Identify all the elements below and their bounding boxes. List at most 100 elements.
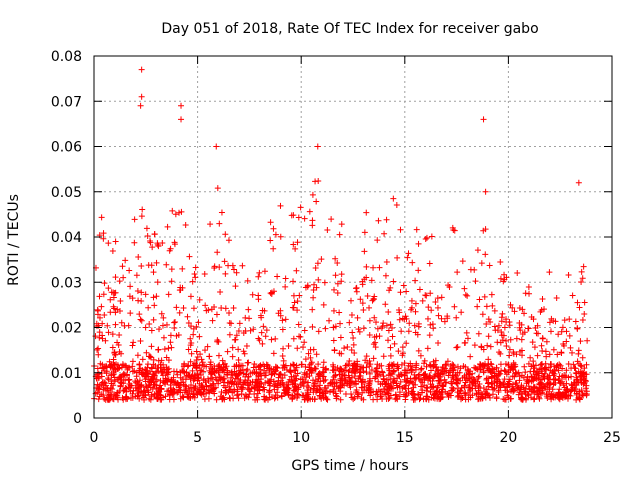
- data-point: [466, 370, 473, 377]
- data-point: [290, 278, 297, 285]
- data-point: [225, 379, 232, 386]
- data-point: [478, 344, 485, 351]
- data-point: [94, 365, 101, 372]
- data-point: [381, 230, 388, 237]
- data-point: [401, 367, 408, 374]
- data-point: [219, 396, 226, 403]
- data-point: [259, 307, 266, 314]
- data-point: [218, 389, 225, 396]
- data-point: [187, 293, 194, 300]
- data-point: [283, 381, 290, 388]
- data-point: [351, 349, 358, 356]
- data-point: [366, 317, 373, 324]
- data-point: [408, 366, 415, 373]
- data-point: [538, 307, 545, 314]
- data-point: [320, 373, 327, 380]
- data-point: [349, 329, 356, 336]
- data-point: [112, 274, 119, 281]
- data-point: [579, 354, 586, 361]
- data-point: [186, 387, 193, 394]
- data-point: [150, 294, 157, 301]
- data-point: [126, 376, 133, 383]
- data-point: [234, 391, 241, 398]
- data-point: [296, 292, 303, 299]
- data-point: [559, 378, 566, 385]
- data-point: [228, 374, 235, 381]
- data-point: [101, 363, 108, 370]
- data-point: [539, 347, 546, 354]
- data-point: [466, 377, 473, 384]
- data-point: [563, 387, 570, 394]
- data-point: [433, 368, 440, 375]
- data-point: [395, 348, 402, 355]
- y-tick-label: 0: [73, 411, 82, 427]
- data-point: [418, 389, 425, 396]
- data-point: [383, 258, 390, 265]
- data-point: [116, 331, 123, 338]
- data-point: [332, 366, 339, 373]
- data-point: [383, 322, 390, 329]
- data-point: [467, 386, 474, 393]
- data-point: [415, 392, 422, 399]
- data-point: [280, 345, 287, 352]
- data-point: [572, 318, 579, 325]
- data-point: [547, 328, 554, 335]
- data-point: [264, 362, 271, 369]
- data-point: [134, 352, 141, 359]
- data-point: [128, 395, 135, 401]
- data-point: [509, 373, 516, 380]
- data-point: [163, 354, 170, 361]
- data-point: [179, 376, 186, 383]
- data-point: [570, 384, 577, 391]
- data-point: [563, 367, 570, 374]
- data-point: [150, 375, 157, 382]
- data-point: [227, 395, 234, 402]
- data-point: [497, 361, 504, 368]
- x-tick-label: 5: [193, 430, 202, 446]
- data-point: [281, 372, 288, 379]
- data-point: [412, 277, 419, 284]
- data-point: [374, 372, 381, 379]
- data-point: [498, 329, 505, 336]
- data-point: [518, 372, 525, 379]
- data-point: [285, 342, 292, 349]
- data-point: [451, 303, 458, 310]
- data-point: [385, 388, 392, 395]
- data-point: [555, 331, 562, 338]
- data-point: [173, 304, 180, 311]
- data-point: [488, 291, 495, 298]
- data-point: [361, 248, 368, 255]
- data-point: [129, 363, 136, 370]
- data-point: [252, 379, 259, 386]
- data-point: [261, 393, 268, 400]
- data-point: [145, 262, 152, 269]
- data-point: [171, 319, 178, 326]
- data-point: [291, 362, 298, 368]
- data-point: [521, 310, 528, 317]
- data-point: [309, 217, 316, 224]
- data-point: [483, 386, 490, 393]
- data-point: [292, 381, 299, 388]
- data-point: [230, 266, 237, 273]
- data-point: [401, 372, 408, 379]
- data-point: [360, 396, 367, 403]
- data-point: [562, 374, 569, 381]
- data-point: [495, 322, 502, 329]
- data-point: [306, 361, 313, 368]
- data-point: [573, 396, 580, 403]
- data-point: [279, 353, 286, 360]
- data-point: [386, 384, 393, 391]
- data-point: [405, 389, 412, 396]
- data-point: [169, 207, 176, 214]
- data-point: [461, 285, 468, 292]
- data-point: [434, 384, 441, 391]
- data-point: [366, 357, 373, 364]
- data-point: [464, 292, 471, 299]
- data-point: [534, 322, 541, 329]
- data-point: [207, 361, 214, 368]
- data-point: [460, 363, 467, 370]
- data-point: [501, 376, 508, 383]
- data-point: [382, 272, 389, 279]
- data-point: [126, 293, 133, 300]
- data-point: [290, 292, 297, 299]
